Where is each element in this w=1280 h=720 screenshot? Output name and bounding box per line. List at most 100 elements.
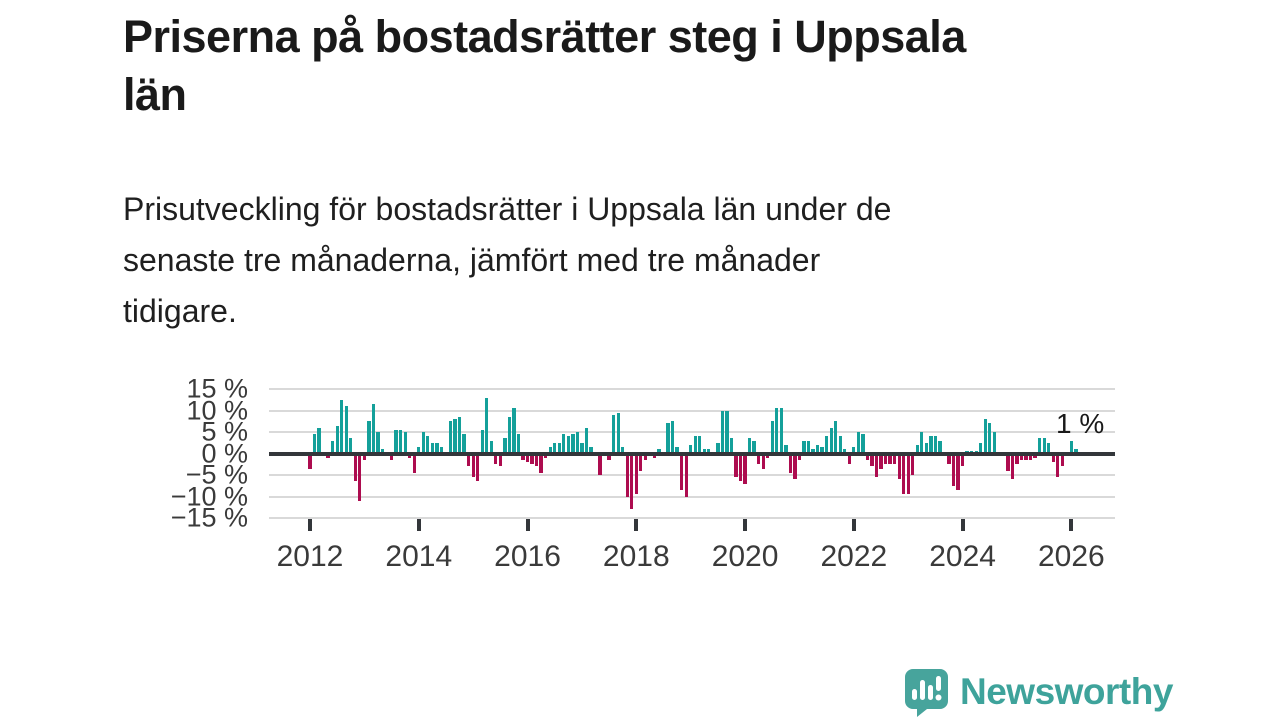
chart-bar [376,432,380,454]
x-axis-tick [743,519,748,531]
gridline [269,431,1115,433]
y-axis-tick-label: −5 % [185,459,248,490]
chart-bar [920,432,924,454]
chart-bar [557,442,561,454]
chart-bar [317,427,321,454]
chart-bar [679,453,684,491]
chart-bar [335,425,339,454]
chart-bar [639,453,643,471]
chart-bar [371,404,376,454]
x-axis-tick [960,519,965,531]
chart-bar [956,453,960,491]
chart-bar [1019,453,1024,460]
y-axis-tick-label: 15 % [186,373,248,404]
chart-bar [761,453,765,469]
chart-bar [380,449,385,454]
x-axis-tick [308,519,312,531]
chart-bar [1056,453,1060,478]
chart-bar [417,447,421,454]
chart-bar [584,427,589,454]
chart-bar [448,421,453,454]
chart-bar [516,434,521,454]
x-axis-tick-label: 2024 [929,540,996,573]
newsworthy-logo-icon [905,669,948,717]
chart-bar [331,440,335,454]
chart-bar [389,453,394,460]
chart-bar [489,440,493,454]
chart-bar [992,432,996,454]
chart-bar [852,447,856,454]
chart-bar [947,453,951,465]
chart-bar [1010,453,1015,480]
chart-bar [906,453,910,495]
chart-bar [544,453,548,458]
chart-bar [1051,453,1055,463]
chart-bar [471,453,475,478]
chart-bar [344,406,348,454]
x-axis-tick-label: 2020 [711,540,779,573]
chart-bar [924,442,928,454]
chart-description-line: senaste tre månaderna, jämfört med tre m… [123,242,821,278]
gridline [269,495,1115,498]
latest-value-annotation: 1 % [1056,408,1105,439]
chart-bar [707,449,711,454]
chart-bar [806,440,811,454]
chart-bar [870,453,874,467]
chart-bar [398,429,403,454]
chart-bar [698,436,702,454]
brand-footer: Newsworthy [903,666,1173,718]
chart-bar [1047,442,1051,454]
chart-description: Prisutveckling för bostadsrätter i Uppsa… [123,184,1123,337]
chart-bar [521,453,525,460]
chart-bar [757,453,761,465]
chart-bar [865,453,870,460]
chart-bar [534,453,539,467]
y-axis-tick-label: 0 % [201,438,248,468]
chart-bar [394,429,398,454]
chart-bar [729,438,734,454]
chart-bar [539,453,543,473]
chart-bar [766,453,770,458]
chart-bar [498,453,502,467]
chart-bar [1006,453,1010,471]
chart-bar [457,416,462,454]
chart-bar [938,440,942,454]
chart-bar [770,421,774,454]
chart-bar [788,453,793,473]
y-axis-tick-label: −15 % [170,502,248,533]
chart-bar [621,447,625,454]
chart-bar [630,453,634,510]
gridline [269,409,1115,412]
chart-bar [979,442,983,454]
chart-bar [675,447,679,454]
chart-bar [525,453,530,463]
zero-axis-line [269,451,1115,456]
chart-bar [1069,440,1074,454]
chart-bar [1033,453,1037,458]
chart-bar [693,436,697,454]
chart-bar [1038,438,1042,454]
chart-bar [611,414,616,454]
gridline [269,474,1115,476]
chart-bar [625,453,629,497]
chart-bar [834,421,838,454]
x-axis-tick [634,519,639,531]
chart-bar [843,449,847,454]
chart-bar [824,436,829,454]
chart-bar [426,436,430,454]
chart-bar [607,453,611,460]
chart-bar [933,436,938,454]
chart-bar [462,434,466,454]
x-axis-tick [1069,519,1074,531]
chart-bar [883,453,888,465]
chart-bar [421,432,425,454]
chart-bar [403,432,407,454]
chart-bar [575,432,580,454]
chart-bar [367,421,371,454]
x-axis-tick [525,519,530,531]
chart-bar [507,416,512,454]
chart-bar [820,447,824,454]
chart-bar [1024,453,1028,460]
